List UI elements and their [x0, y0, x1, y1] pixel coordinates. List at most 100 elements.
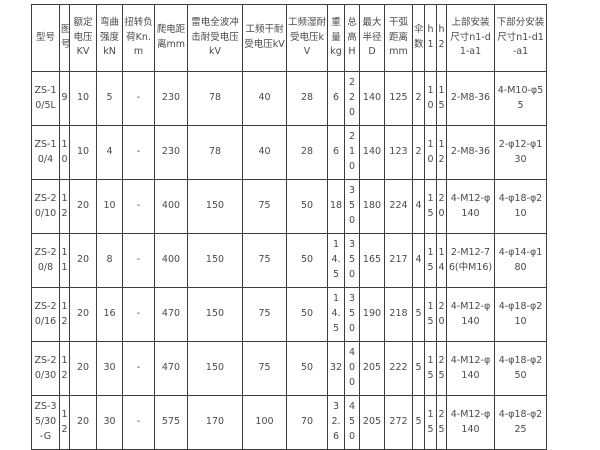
value-cell: 4-φ14-φ180 — [494, 233, 547, 288]
value-cell: - — [122, 233, 155, 288]
value-cell: 350 — [344, 179, 360, 234]
table-row-ZS-20/30: ZS-20/30 12 20 30-470 150 75 50 32 400 205 222 5 15 2… — [31, 341, 547, 396]
column-header-8: 工频湿耐受电压kV — [286, 4, 328, 72]
value-cell: 20 — [69, 341, 97, 396]
column-header-14: h1 — [424, 4, 437, 72]
value-cell: 2-M8-36 — [446, 71, 495, 126]
value-cell: 14 — [436, 233, 447, 288]
value-cell: 25 — [436, 341, 447, 396]
value-cell: 6 — [327, 71, 345, 126]
value-cell: 15 — [436, 71, 447, 126]
value-cell: 150 — [187, 341, 243, 396]
column-header-12: 干弧距离mm — [384, 4, 413, 72]
value-cell: 6 — [327, 125, 345, 180]
value-cell: 70 — [286, 395, 328, 450]
column-header-17: 下部分安装尺寸n1-d1-a1 — [494, 4, 547, 72]
value-cell: 20 — [436, 179, 447, 234]
value-cell: - — [122, 125, 155, 180]
column-header-13: 伞数 — [412, 4, 425, 72]
value-cell: 575 — [154, 395, 188, 450]
value-cell: 150 — [187, 233, 243, 288]
model-cell: ZS-20/10 — [31, 179, 60, 234]
value-cell: 10 — [69, 71, 97, 126]
column-header-10: 总高H — [344, 4, 360, 72]
value-cell: 10 — [69, 125, 97, 180]
value-cell: 18 — [327, 179, 345, 234]
column-header-11: 最大半径D — [359, 4, 385, 72]
table-row-ZS-35/30-G: ZS-35/30-G 12 20 30-575 170 100 70 32.6 450 205 27… — [31, 395, 547, 450]
value-cell: 50 — [286, 287, 328, 342]
value-cell: 205 — [359, 341, 385, 396]
value-cell: 222 — [384, 341, 413, 396]
column-header-3: 弯曲强度kN — [96, 4, 123, 72]
value-cell: 140 — [359, 71, 385, 126]
value-cell: 78 — [187, 71, 243, 126]
value-cell: 28 — [286, 125, 328, 180]
value-cell: 170 — [187, 395, 243, 450]
value-cell: 32 — [327, 341, 345, 396]
value-cell: 10 — [59, 125, 70, 180]
value-cell: 272 — [384, 395, 413, 450]
value-cell: 400 — [344, 341, 360, 396]
value-cell: 5 — [96, 71, 123, 126]
model-cell: ZS-10/4 — [31, 125, 60, 180]
value-cell: 9 — [59, 71, 70, 126]
model-cell: ZS-35/30-G — [31, 395, 60, 450]
value-cell: 150 — [187, 179, 243, 234]
value-cell: 150 — [187, 287, 243, 342]
value-cell: 5 — [412, 341, 425, 396]
model-cell: ZS-20/16 — [31, 287, 60, 342]
value-cell: 12 — [59, 395, 70, 450]
value-cell: 4-φ18-φ250 — [494, 341, 547, 396]
model-cell: ZS-20/8 — [31, 233, 60, 288]
value-cell: 470 — [154, 341, 188, 396]
table-row-ZS-10/5L: ZS-10/5L 9 10 5-230 78 40 28 6 220 140 125 2 10 15 2-M… — [31, 71, 547, 126]
value-cell: 4 — [412, 233, 425, 288]
value-cell: 140 — [359, 125, 385, 180]
value-cell: 15 — [424, 287, 437, 342]
column-header-5: 爬电距离mm — [154, 4, 188, 72]
value-cell: 15 — [424, 341, 437, 396]
table-row-ZS-20/10: ZS-20/10 12 20 10-400 150 75 50 18 350 180 224 4 15 2… — [31, 179, 547, 234]
value-cell: 165 — [359, 233, 385, 288]
value-cell: 15 — [424, 233, 437, 288]
value-cell: 4-M12-φ140 — [446, 395, 495, 450]
insulator-spec-table: 型号图号额定电压KV弯曲强度kN扭转负荷Kn.m爬电距离mm雷电全波冲击耐受电压… — [31, 4, 547, 450]
value-cell: 210 — [344, 125, 360, 180]
value-cell: 40 — [242, 71, 287, 126]
value-cell: 4 — [412, 179, 425, 234]
value-cell: 50 — [286, 179, 328, 234]
column-header-1: 图号 — [59, 4, 70, 72]
value-cell: 230 — [154, 125, 188, 180]
table-header-row: 型号图号额定电压KV弯曲强度kN扭转负荷Kn.m爬电距离mm雷电全波冲击耐受电压… — [31, 4, 547, 72]
table-body: ZS-10/5L 9 10 5-230 78 40 28 6 220 140 125 2 10 15 2-M… — [31, 71, 547, 450]
value-cell: 50 — [286, 233, 328, 288]
value-cell: 20 — [69, 395, 97, 450]
value-cell: 2-M12-76(中M16) — [446, 233, 495, 288]
value-cell: 224 — [384, 179, 413, 234]
value-cell: 205 — [359, 395, 385, 450]
value-cell: 14.5 — [327, 287, 345, 342]
value-cell: 11 — [59, 233, 70, 288]
value-cell: 400 — [154, 233, 188, 288]
value-cell: 20 — [69, 179, 97, 234]
column-header-2: 额定电压KV — [69, 4, 97, 72]
value-cell: 350 — [344, 287, 360, 342]
value-cell: 470 — [154, 287, 188, 342]
table-row-ZS-20/8: ZS-20/8 11 20 8-400 150 75 50 14.5 350 165 217 4 15 1… — [31, 233, 547, 288]
value-cell: 2 — [412, 125, 425, 180]
value-cell: 4 — [96, 125, 123, 180]
value-cell: 25 — [436, 395, 447, 450]
value-cell: 218 — [384, 287, 413, 342]
value-cell: 12 — [436, 125, 447, 180]
value-cell: 75 — [242, 287, 287, 342]
value-cell: 180 — [359, 179, 385, 234]
value-cell: 5 — [412, 287, 425, 342]
column-header-9: 重量kg — [327, 4, 345, 72]
value-cell: 75 — [242, 341, 287, 396]
value-cell: - — [122, 341, 155, 396]
value-cell: 32.6 — [327, 395, 345, 450]
value-cell: 230 — [154, 71, 188, 126]
value-cell: 4-M12-φ140 — [446, 341, 495, 396]
value-cell: - — [122, 71, 155, 126]
